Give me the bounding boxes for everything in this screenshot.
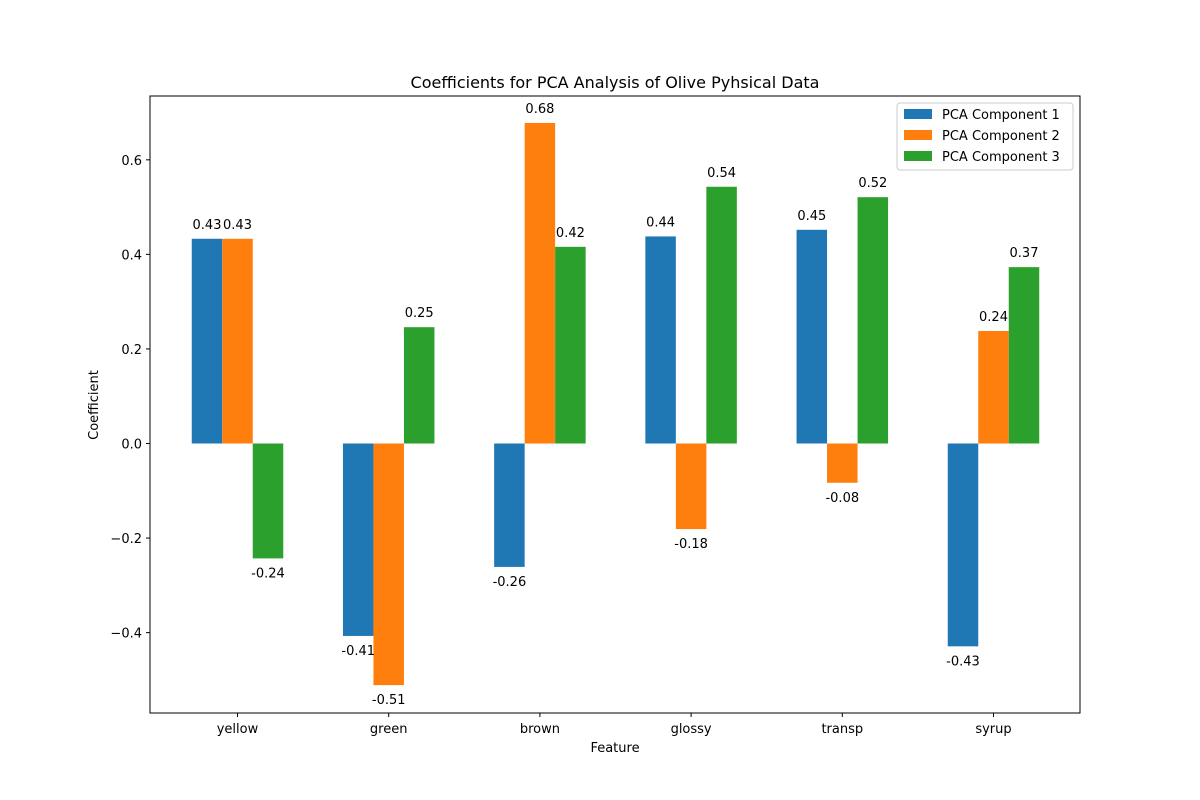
legend-label-series-1: PCA Component 1 — [942, 108, 1060, 123]
legend-label-series-2: PCA Component 2 — [942, 129, 1060, 144]
data-label-glossy-series-2: -0.18 — [674, 537, 708, 552]
data-label-brown-series-3: 0.42 — [556, 226, 585, 241]
data-labels-layer: 0.43 -0.41 -0.26 0.44 0.45 -0.43 0.43 -0.51 0.68… — [193, 102, 1039, 708]
data-label-glossy-series-1: 0.44 — [646, 215, 675, 230]
chart-title: Coefficients for PCA Analysis of Olive P… — [411, 73, 820, 92]
data-label-green-series-3: 0.25 — [405, 306, 434, 321]
data-label-yellow-series-2: 0.43 — [223, 218, 252, 233]
x-tick-label-green: green — [370, 722, 408, 737]
x-tick-label-syrup: syrup — [975, 722, 1011, 737]
bar-transp-series-3 — [857, 197, 889, 444]
bar-green-series-3 — [403, 327, 435, 444]
x-axis-label: Feature — [590, 741, 639, 756]
bar-brown-series-3 — [555, 246, 586, 444]
data-label-yellow-series-3: -0.24 — [251, 566, 285, 581]
bar-syrup-series-3 — [1008, 267, 1040, 444]
legend-swatch-series-1 — [904, 109, 932, 119]
y-tick-label: 0.2 — [121, 343, 142, 358]
data-label-syrup-series-3: 0.37 — [1010, 246, 1039, 261]
bar-transp-series-1 — [796, 229, 828, 444]
bar-brown-series-1 — [494, 443, 525, 567]
data-label-transp-series-2: -0.08 — [825, 491, 859, 506]
data-label-glossy-series-3: 0.54 — [707, 166, 736, 181]
bar-brown-series-2 — [524, 122, 556, 444]
bar-transp-series-2 — [827, 443, 858, 483]
legend-label-series-3: PCA Component 3 — [942, 150, 1060, 165]
bar-green-series-2 — [373, 443, 404, 686]
legend-swatch-series-2 — [904, 130, 932, 140]
y-tick-label: 0.0 — [121, 438, 142, 453]
data-label-green-series-2: -0.51 — [372, 693, 406, 708]
legend-swatch-series-3 — [904, 151, 932, 161]
data-label-syrup-series-2: 0.24 — [979, 310, 1008, 325]
y-axis-label: Coefficient — [87, 370, 102, 440]
y-tick-label: 0.6 — [121, 154, 142, 169]
bar-glossy-series-2 — [675, 443, 707, 530]
bar-green-series-1 — [342, 443, 374, 636]
y-tick-label: −0.4 — [110, 627, 142, 642]
y-ticks-layer: −0.4 −0.2 0.0 0.2 0.4 0.6 — [110, 154, 150, 642]
legend: PCA Component 1 PCA Component 2 PCA Compon… — [896, 102, 1074, 171]
bar-glossy-series-1 — [645, 236, 676, 444]
bar-yellow-series-3 — [252, 443, 284, 559]
y-tick-label: 0.4 — [121, 248, 142, 263]
data-label-syrup-series-1: -0.43 — [946, 654, 980, 669]
data-label-green-series-1: -0.41 — [341, 644, 375, 659]
bar-glossy-series-3 — [706, 186, 737, 444]
x-tick-label-transp: transp — [821, 722, 863, 737]
legend-box — [896, 102, 1074, 171]
data-label-yellow-series-1: 0.43 — [193, 218, 222, 233]
bars-layer — [191, 122, 1040, 686]
bar-yellow-series-2 — [222, 238, 253, 444]
data-label-transp-series-3: 0.52 — [858, 176, 887, 191]
x-tick-label-yellow: yellow — [217, 722, 259, 737]
bar-syrup-series-1 — [947, 443, 979, 647]
x-tick-label-brown: brown — [520, 722, 560, 737]
bar-syrup-series-2 — [978, 330, 1009, 444]
bar-yellow-series-1 — [191, 238, 223, 444]
x-ticks-layer: yellow green brown glossy transp syrup — [217, 713, 1012, 737]
data-label-brown-series-2: 0.68 — [525, 102, 554, 117]
x-tick-label-glossy: glossy — [671, 722, 712, 737]
plot-frame — [149, 95, 1081, 714]
y-tick-label: −0.2 — [110, 532, 142, 547]
data-label-transp-series-1: 0.45 — [797, 209, 826, 224]
data-label-brown-series-1: -0.26 — [493, 575, 527, 590]
